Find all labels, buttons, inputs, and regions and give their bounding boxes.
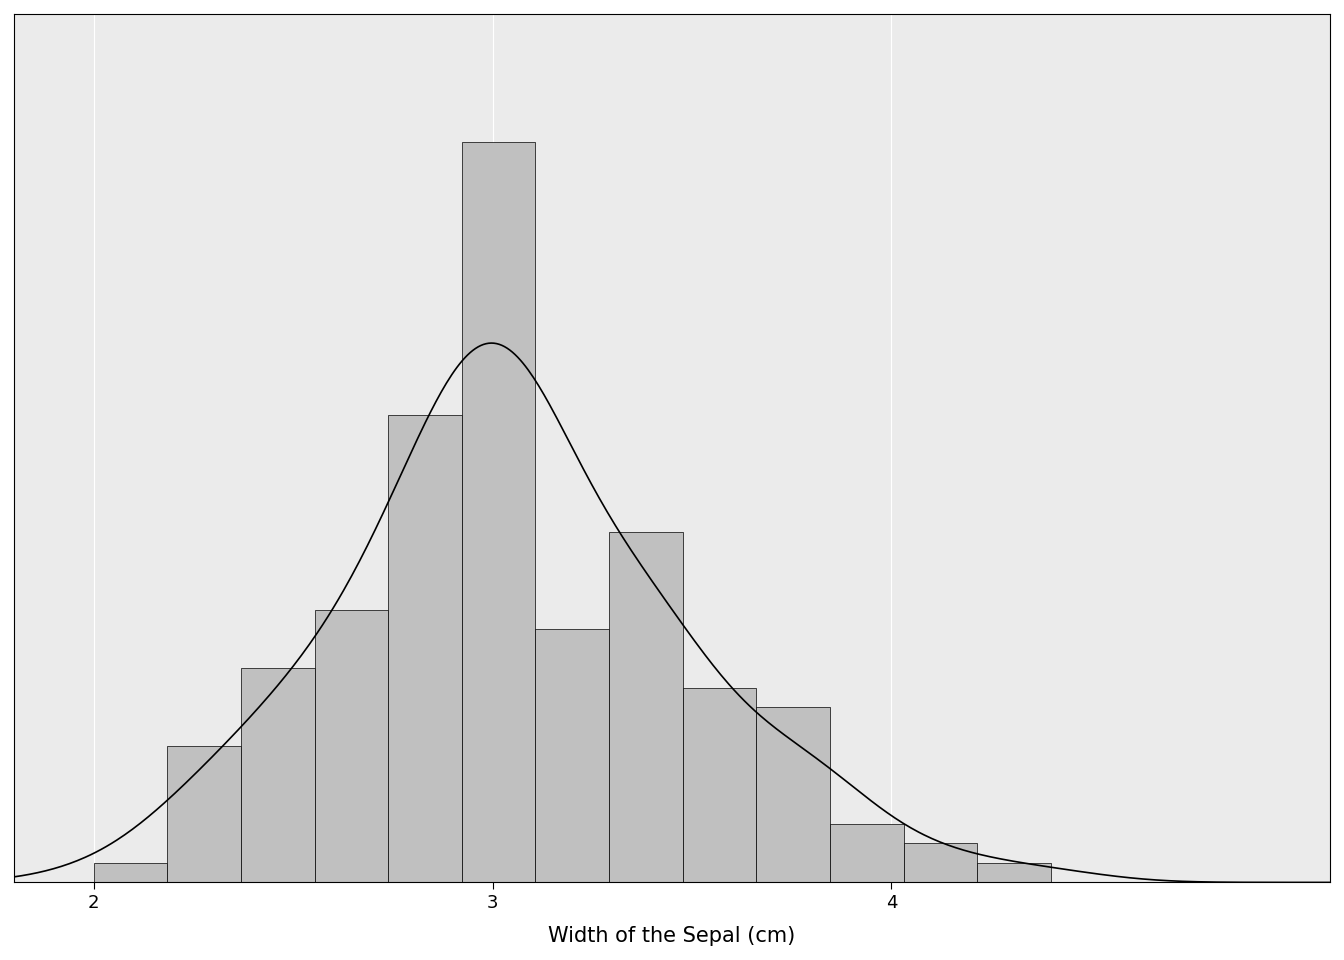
Bar xyxy=(831,824,903,882)
Bar xyxy=(535,629,609,882)
Bar xyxy=(167,746,241,882)
Bar xyxy=(903,844,977,882)
X-axis label: Width of the Sepal (cm): Width of the Sepal (cm) xyxy=(548,926,796,947)
Bar xyxy=(388,415,462,882)
Bar xyxy=(241,668,314,882)
Bar xyxy=(683,687,757,882)
Bar xyxy=(609,532,683,882)
Bar xyxy=(757,708,831,882)
Bar xyxy=(977,863,1051,882)
Bar xyxy=(314,610,388,882)
Bar xyxy=(462,142,535,882)
Bar xyxy=(94,863,167,882)
